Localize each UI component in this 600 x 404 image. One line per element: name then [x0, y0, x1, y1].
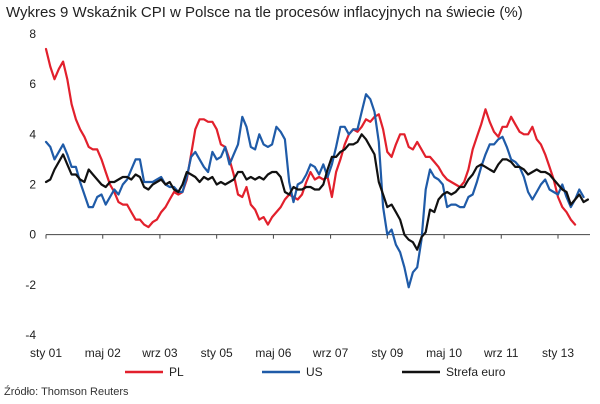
- y-tick-label: 6: [29, 77, 36, 91]
- y-tick-label: 0: [29, 228, 36, 242]
- x-tick-label: wrz 11: [483, 346, 519, 360]
- chart-axes: -4 -2 0 2 4 6 8 sty 01 maj 02 wrz 03 sty 05 maj 06 w…: [25, 27, 590, 360]
- legend-label: PL: [169, 365, 184, 379]
- x-tick-label: maj 06: [255, 346, 291, 360]
- x-tick-label: maj 10: [426, 346, 462, 360]
- x-tick-label: sty 13: [542, 346, 574, 360]
- y-tick-label: -2: [25, 278, 36, 292]
- x-tick-label: sty 01: [30, 346, 62, 360]
- x-tick-label: wrz 07: [312, 346, 349, 360]
- series-line-3: [44, 133, 589, 251]
- legend-label: Strefa euro: [446, 365, 506, 379]
- chart-series: [44, 47, 589, 289]
- chart-title: Wykres 9 Wskaźnik CPI w Polsce na tle pr…: [6, 4, 523, 21]
- y-tick-label: 2: [29, 178, 36, 192]
- chart-legend: PL US Strefa euro: [125, 365, 506, 379]
- legend-label: US: [306, 365, 323, 379]
- x-tick-label: sty 09: [371, 346, 403, 360]
- x-tick-label: sty 05: [201, 346, 233, 360]
- x-tick-label: wrz 03: [141, 346, 178, 360]
- y-tick-label: 8: [29, 27, 36, 41]
- source-note: Źródło: Thomson Reuters: [4, 386, 129, 398]
- series-line-1: [44, 47, 577, 229]
- y-tick-label: -4: [25, 328, 36, 342]
- series-line-2: [44, 93, 585, 289]
- y-tick-label: 4: [29, 127, 36, 141]
- x-tick-label: maj 02: [85, 346, 121, 360]
